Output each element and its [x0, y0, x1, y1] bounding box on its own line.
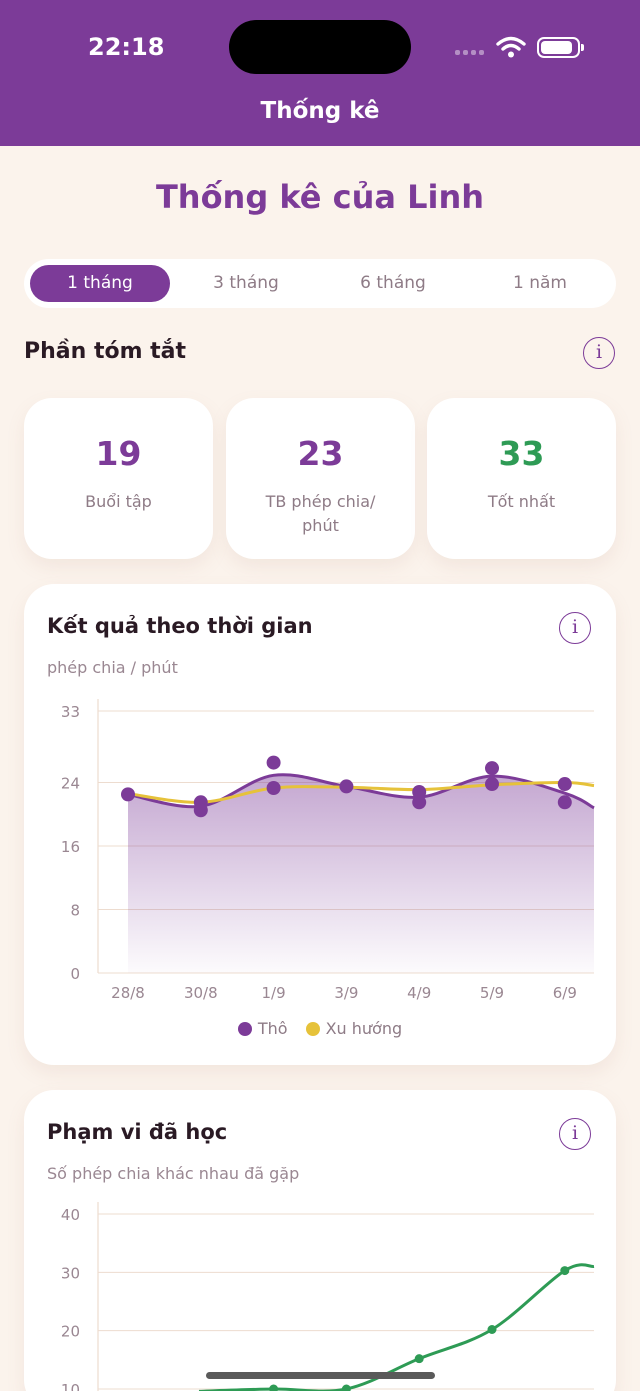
- period-tabs: 1 tháng 3 tháng 6 tháng 1 năm: [24, 259, 616, 308]
- raw-data-point: [557, 777, 572, 792]
- x-tick-label: 4/9: [407, 984, 431, 1002]
- dynamic-island: [229, 20, 411, 74]
- x-tick-label: 28/8: [111, 984, 145, 1002]
- range-info-icon[interactable]: i: [559, 1118, 591, 1150]
- raw-data-point: [557, 795, 572, 810]
- raw-data-point: [485, 777, 499, 792]
- y-tick-label: 40: [61, 1206, 80, 1224]
- status-time: 22:18: [88, 33, 165, 61]
- range-data-point: [269, 1384, 279, 1391]
- summary-info-icon[interactable]: i: [583, 337, 615, 369]
- legend-item-trend: Xu hướng: [305, 1019, 403, 1038]
- y-tick-label: 20: [61, 1323, 80, 1341]
- range-data-point: [560, 1266, 570, 1276]
- y-tick-label: 24: [61, 774, 80, 792]
- stat-label: Buổi tập: [85, 492, 152, 511]
- y-tick-label: 30: [61, 1264, 80, 1282]
- range-data-point: [487, 1325, 497, 1335]
- cellular-signal-icon: [455, 50, 487, 56]
- legend-label: Thô: [257, 1019, 288, 1038]
- raw-data-point: [193, 803, 208, 818]
- legend-label: Xu hướng: [325, 1019, 403, 1038]
- results-chart-card: Kết quả theo thời gian i phép chia / phú…: [24, 584, 616, 1065]
- range-data-point: [414, 1354, 424, 1364]
- tab-1-month[interactable]: 1 tháng: [30, 265, 170, 302]
- stat-value: 33: [498, 434, 545, 473]
- x-tick-label: 6/9: [553, 984, 577, 1002]
- raw-data-point: [266, 781, 281, 796]
- range-chart-card: Phạm vi đã học i Số phép chia khác nhau …: [24, 1090, 616, 1391]
- raw-data-point: [485, 761, 499, 776]
- card-title: Kết quả theo thời gian: [47, 614, 313, 638]
- chart-legend: Thô Xu hướng: [24, 1019, 616, 1038]
- x-tick-label: 3/9: [334, 984, 358, 1002]
- raw-data-point: [412, 795, 427, 810]
- card-subtitle: phép chia / phút: [47, 658, 178, 677]
- tab-3-months[interactable]: 3 tháng: [213, 273, 279, 293]
- raw-data-point: [339, 779, 354, 794]
- stat-label: Tốt nhất: [487, 492, 556, 511]
- wifi-icon: [496, 36, 526, 58]
- card-subtitle: Số phép chia khác nhau đã gặp: [47, 1164, 300, 1183]
- stat-label: TB phép chia/ phút: [265, 492, 376, 535]
- top-bar: 22:18 Thống kê: [0, 0, 640, 146]
- battery-icon: [537, 37, 584, 58]
- legend-dot: [305, 1021, 320, 1036]
- stat-value: 19: [95, 434, 142, 473]
- raw-data-point: [266, 755, 281, 770]
- stat-card-sessions: 19 Buổi tập: [24, 398, 213, 559]
- raw-area-fill: [128, 774, 594, 973]
- x-tick-label: 5/9: [480, 984, 504, 1002]
- legend-dot: [237, 1021, 252, 1036]
- summary-title: Phần tóm tắt: [24, 339, 187, 364]
- range-data-point: [341, 1384, 351, 1391]
- y-tick-label: 0: [70, 965, 80, 983]
- stat-value: 23: [297, 434, 344, 473]
- y-tick-label: 8: [70, 901, 80, 919]
- raw-data-point: [121, 787, 135, 802]
- legend-item-raw: Thô: [237, 1019, 288, 1038]
- x-tick-label: 1/9: [262, 984, 286, 1002]
- y-tick-label: 16: [61, 838, 80, 856]
- raw-data-point: [412, 784, 427, 799]
- x-tick-label: 30/8: [184, 984, 218, 1002]
- home-indicator: [206, 1372, 435, 1379]
- page-title: Thống kê của Linh: [155, 178, 485, 216]
- results-info-icon[interactable]: i: [559, 612, 591, 644]
- nav-title: Thống kê: [260, 98, 380, 124]
- y-tick-label: 33: [61, 703, 80, 721]
- tab-1-year[interactable]: 1 năm: [513, 273, 567, 293]
- y-tick-label: 10: [61, 1381, 80, 1391]
- card-title: Phạm vi đã học: [47, 1120, 228, 1144]
- stat-card-average: 23 TB phép chia/ phút: [226, 398, 415, 559]
- results-line-chart: 0 8 16 24 33 28/8 30/8 1/9 3/9 4/9 5/9 6/9: [61, 699, 595, 1002]
- tab-6-months[interactable]: 6 tháng: [360, 273, 426, 293]
- stat-card-best: 33 Tốt nhất: [427, 398, 616, 559]
- range-line-chart: 10 20 30 40: [61, 1202, 595, 1391]
